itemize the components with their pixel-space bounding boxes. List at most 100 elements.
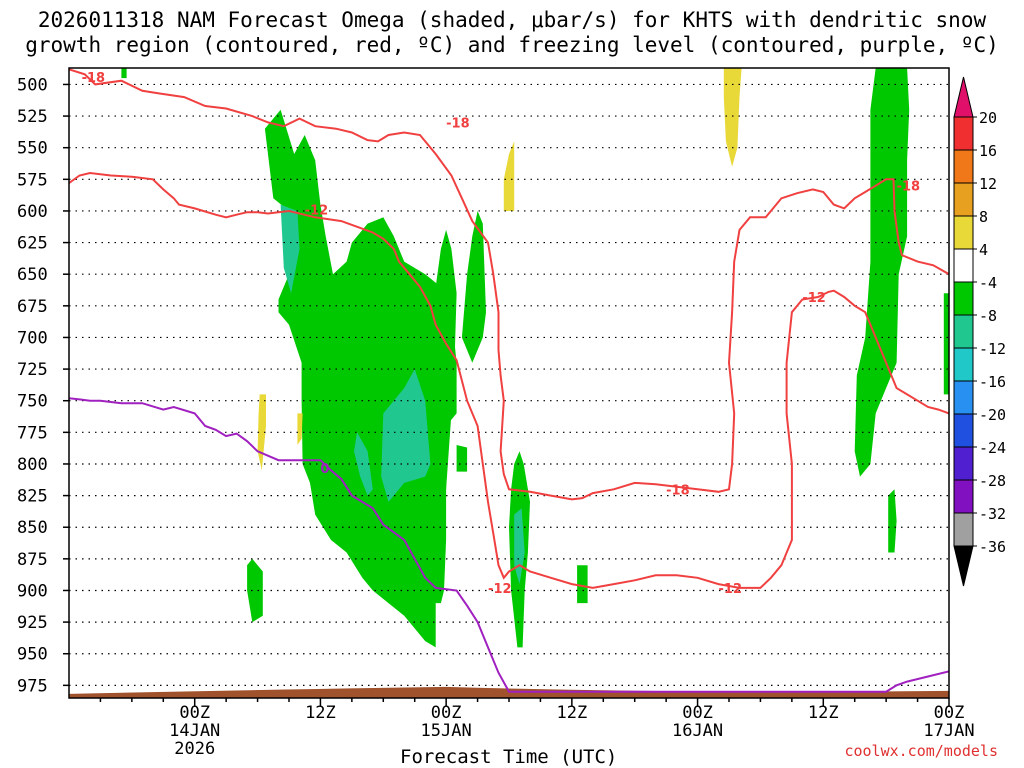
omega-positive-region-3 [723, 68, 742, 167]
colorbar-label-9: -20 [979, 406, 1006, 424]
colorbar-label-0: 20 [979, 109, 997, 127]
contour-label-1: -12 [305, 204, 329, 219]
y-tick-label-800: 800 [17, 455, 48, 475]
x-tick-date-48: 16JAN [672, 721, 723, 741]
contour-extra-label-0: -18 [446, 116, 470, 131]
omega-region-neg8-1 [425, 229, 457, 604]
y-tick-label-650: 650 [17, 265, 48, 285]
colorbar-segment-6 [953, 281, 974, 316]
x-tick-label-60: 12Z [808, 703, 839, 723]
y-tick-label-900: 900 [17, 581, 48, 601]
colorbar-top-triangle [953, 76, 974, 118]
contour-line-2 [69, 397, 949, 693]
colorbar-segment-8 [953, 347, 974, 382]
contour-layer: -18 -12 0 -18 -18 -18 -12 -12 -12 [69, 68, 949, 693]
y-tick-label-925: 925 [17, 613, 48, 633]
colorbar-label-8: -16 [979, 373, 1006, 391]
x-tick-label-12: 12Z [305, 703, 336, 723]
contour-extra-label-1: -18 [897, 180, 921, 195]
y-tick-label-825: 825 [17, 487, 48, 507]
y-tick-label-600: 600 [17, 202, 48, 222]
contour-line-1 [69, 171, 949, 589]
colorbar-segment-12 [953, 479, 974, 514]
chart-title-line1: 2026011318 NAM Forecast Omega (shaded, μ… [37, 8, 987, 32]
omega-positive-region-2 [503, 141, 515, 211]
y-axis: 500 525 550 575 600 625 650 675 700 725 750 775 800 8… [17, 75, 69, 696]
contour-label-0: -18 [82, 71, 106, 86]
contour-label-2: 0 [320, 462, 329, 477]
omega-positive-region-0 [297, 413, 303, 445]
omega-region-neg8-3 [456, 445, 468, 472]
colorbar-label-2: 12 [979, 175, 997, 193]
y-tick-label-675: 675 [17, 297, 48, 317]
colorbar-label-5: -4 [979, 274, 997, 292]
y-tick-label-575: 575 [17, 170, 48, 190]
colorbar-label-7: -12 [979, 340, 1006, 358]
y-tick-label-850: 850 [17, 518, 48, 538]
colorbar-label-11: -28 [979, 472, 1006, 490]
colorbar-label-6: -8 [979, 307, 997, 325]
x-tick-label-0: 00Z [179, 703, 210, 723]
colorbar-label-4: 4 [979, 241, 988, 259]
y-tick-label-500: 500 [17, 75, 48, 95]
contour-extra-label-4: -12 [488, 582, 512, 597]
colorbar-segment-1 [953, 116, 974, 151]
omega-region-neg8-2 [461, 211, 486, 363]
omega-region-neg8-0 [264, 109, 457, 648]
omega-region-neg8-10 [121, 68, 127, 79]
colorbar-label-13: -36 [979, 538, 1006, 556]
x-tick-date-0: 14JAN [169, 721, 220, 741]
colorbar-label-12: -32 [979, 505, 1006, 523]
omega-region-neg12-11 [280, 204, 300, 294]
colorbar-segment-7 [953, 314, 974, 349]
y-tick-label-775: 775 [17, 423, 48, 443]
omega-fill-layer [69, 68, 949, 698]
credit-text: coolwx.com/models [844, 742, 998, 760]
x-tick-label-72: 00Z [934, 703, 965, 723]
contour-extra-label-2: -18 [666, 483, 690, 498]
y-tick-label-725: 725 [17, 360, 48, 380]
omega-region-neg8-6 [247, 558, 263, 623]
contour-extra-label-5: -12 [719, 582, 743, 597]
colorbar-segment-2 [953, 149, 974, 184]
x-tick-label-36: 12Z [556, 703, 587, 723]
colorbar: 20 16 12 8 4 -4 -8 -12 -16 -20 -24 -28 -32 -36 [953, 76, 1006, 587]
colorbar-bottom-triangle [953, 545, 974, 587]
x-tick-year-0: 2026 [174, 739, 215, 759]
colorbar-segment-9 [953, 380, 974, 415]
y-tick-label-875: 875 [17, 550, 48, 570]
omega-region-neg8-8 [888, 489, 897, 553]
x-axis-label: Forecast Time (UTC) [400, 746, 618, 768]
y-tick-label-750: 750 [17, 392, 48, 412]
x-tick-date-24: 15JAN [421, 721, 472, 741]
x-tick-date-72: 17JAN [923, 721, 974, 741]
colorbar-segment-13 [953, 512, 974, 547]
omega-region-neg8-7 [854, 68, 910, 477]
colorbar-segment-5 [953, 248, 974, 283]
omega-region-neg12-14 [514, 508, 525, 585]
y-tick-label-550: 550 [17, 139, 48, 159]
colorbar-segment-3 [953, 182, 974, 217]
y-tick-label-950: 950 [17, 645, 48, 665]
y-tick-label-625: 625 [17, 234, 48, 254]
omega-region-neg8-5 [577, 565, 588, 604]
plot-area: -18 -12 0 -18 -18 -18 -12 -12 -12 [69, 68, 949, 698]
x-tick-label-48: 00Z [682, 703, 713, 723]
colorbar-label-10: -24 [979, 439, 1006, 457]
y-tick-label-700: 700 [17, 328, 48, 348]
omega-region-neg12-13 [381, 369, 431, 502]
colorbar-segment-10 [953, 413, 974, 448]
x-tick-label-24: 00Z [431, 703, 462, 723]
colorbar-label-1: 16 [979, 142, 997, 160]
colorbar-label-3: 8 [979, 208, 988, 226]
contour-extra-label-3: -12 [802, 291, 826, 306]
omega-region-neg12-12 [354, 432, 373, 496]
y-tick-label-525: 525 [17, 107, 48, 127]
colorbar-segment-11 [953, 446, 974, 481]
contour-line-0 [69, 68, 949, 501]
y-tick-label-975: 975 [17, 676, 48, 696]
chart-title: 2026011318 NAM Forecast Omega (shaded, μ… [0, 8, 1024, 58]
colorbar-segment-4 [953, 215, 974, 250]
